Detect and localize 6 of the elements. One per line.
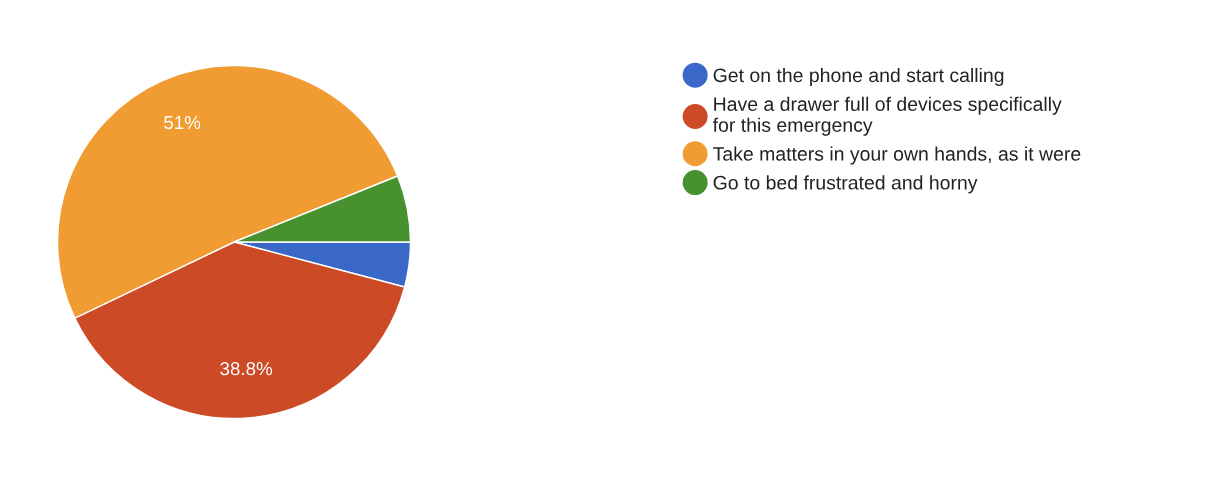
legend-label: Get on the phone and start calling [713,67,1004,87]
legend-label: Take matters in your own hands, as it were [713,146,1081,165]
data-label: 51% [164,115,201,130]
data-label: 38.8% [220,362,273,376]
legend-label: Have a drawer full of devices specifically for this emergency [712,96,1062,136]
legend-label: Go to bed frustrated and horny [713,175,978,194]
